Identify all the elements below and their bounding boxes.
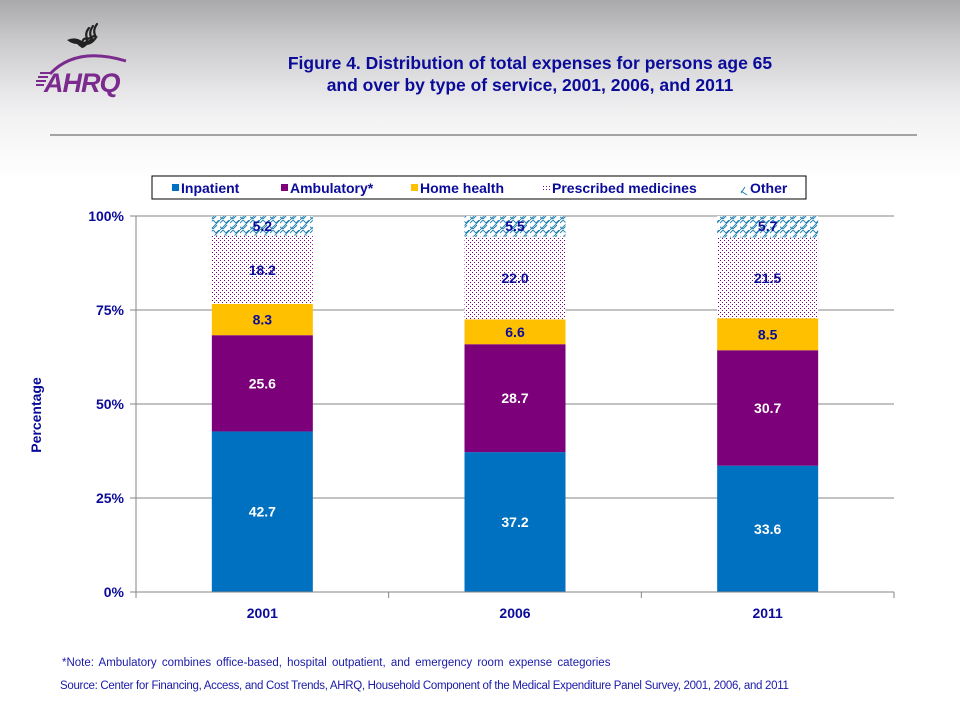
- y-tick-label: 100%: [88, 208, 124, 224]
- data-label-home_health-2006: 6.6: [505, 324, 525, 340]
- data-label-other-2001: 5.2: [253, 218, 273, 234]
- legend-swatch-other: [740, 186, 748, 196]
- bar-segment-prescribed_medicines-2006: [464, 236, 566, 320]
- legend-label-other: Other: [750, 180, 788, 196]
- page-title: Figure 4. Distribution of total expenses…: [240, 52, 820, 96]
- legend-label-ambulatory: Ambulatory*: [290, 180, 374, 196]
- data-label-inpatient-2001: 42.7: [249, 504, 276, 520]
- bar-segment-home_health-2011: [717, 318, 819, 351]
- ahrq-logo: AHRQ: [34, 6, 146, 98]
- bar-segment-inpatient-2011: [717, 465, 819, 592]
- data-label-other-2011: 5.7: [758, 218, 778, 234]
- y-axis-label: Percentage: [28, 377, 44, 453]
- legend-swatch-inpatient: [172, 184, 179, 191]
- y-tick-label: 50%: [96, 396, 125, 412]
- x-tick-label: 2011: [752, 605, 783, 621]
- bar-segment-other-2011: [717, 216, 819, 238]
- title-line-2: and over by type of service, 2001, 2006,…: [326, 75, 734, 95]
- bar-segment-prescribed_medicines-2011: [717, 237, 819, 319]
- logo-text: AHRQ: [43, 68, 120, 98]
- legend-box: [151, 175, 807, 200]
- x-tick-label: 2006: [499, 605, 530, 621]
- bar-segment-ambulatory-2001: [211, 335, 313, 432]
- legend-label-inpatient: Inpatient: [181, 180, 240, 196]
- data-label-other-2006: 5.5: [505, 218, 525, 234]
- legend-label-home_health: Home health: [420, 180, 504, 196]
- footnote: *Note: Ambulatory combines office-based,…: [62, 657, 611, 669]
- y-tick-label: 0%: [104, 584, 125, 600]
- bar-segment-other-2001: [211, 216, 313, 236]
- bar-segment-prescribed_medicines-2001: [211, 235, 313, 304]
- data-label-inpatient-2011: 33.6: [754, 521, 781, 537]
- x-tick-label: 2001: [247, 605, 278, 621]
- source-note: Source: Center for Financing, Access, an…: [60, 680, 789, 692]
- hhs-eagle-icon: AHRQ: [34, 22, 127, 98]
- data-label-prescribed_medicines-2006: 22.0: [501, 270, 528, 286]
- chart-legend: Inpatient Ambulatory* Home health Prescribe…: [151, 175, 807, 200]
- bar-segment-other-2006: [464, 216, 566, 237]
- data-label-home_health-2001: 8.3: [253, 312, 273, 328]
- bar-segment-ambulatory-2006: [464, 344, 566, 453]
- data-label-prescribed_medicines-2001: 18.2: [249, 262, 276, 278]
- title-line-1: Figure 4. Distribution of total expenses…: [287, 53, 773, 73]
- data-label-prescribed_medicines-2011: 21.5: [754, 270, 781, 286]
- data-label-home_health-2011: 8.5: [758, 326, 778, 342]
- bar-segment-home_health-2001: [211, 303, 313, 336]
- data-label-ambulatory-2011: 30.7: [754, 400, 781, 416]
- legend-swatch-home_health: [411, 184, 418, 191]
- header-separator: [50, 134, 917, 136]
- legend-swatch-ambulatory: [281, 184, 288, 191]
- y-tick-label: 25%: [96, 490, 125, 506]
- data-label-ambulatory-2006: 28.7: [501, 390, 528, 406]
- bar-segment-ambulatory-2011: [717, 350, 819, 466]
- data-label-ambulatory-2001: 25.6: [249, 375, 276, 391]
- bar-segment-inpatient-2001: [211, 431, 313, 592]
- legend-swatch-prescribed_medicines: [543, 184, 550, 191]
- legend-label-prescribed_medicines: Prescribed medicines: [552, 180, 697, 196]
- y-tick-label: 75%: [96, 302, 125, 318]
- bar-segment-inpatient-2006: [464, 452, 566, 592]
- data-label-inpatient-2006: 37.2: [501, 514, 528, 530]
- bar-segment-home_health-2006: [464, 319, 566, 345]
